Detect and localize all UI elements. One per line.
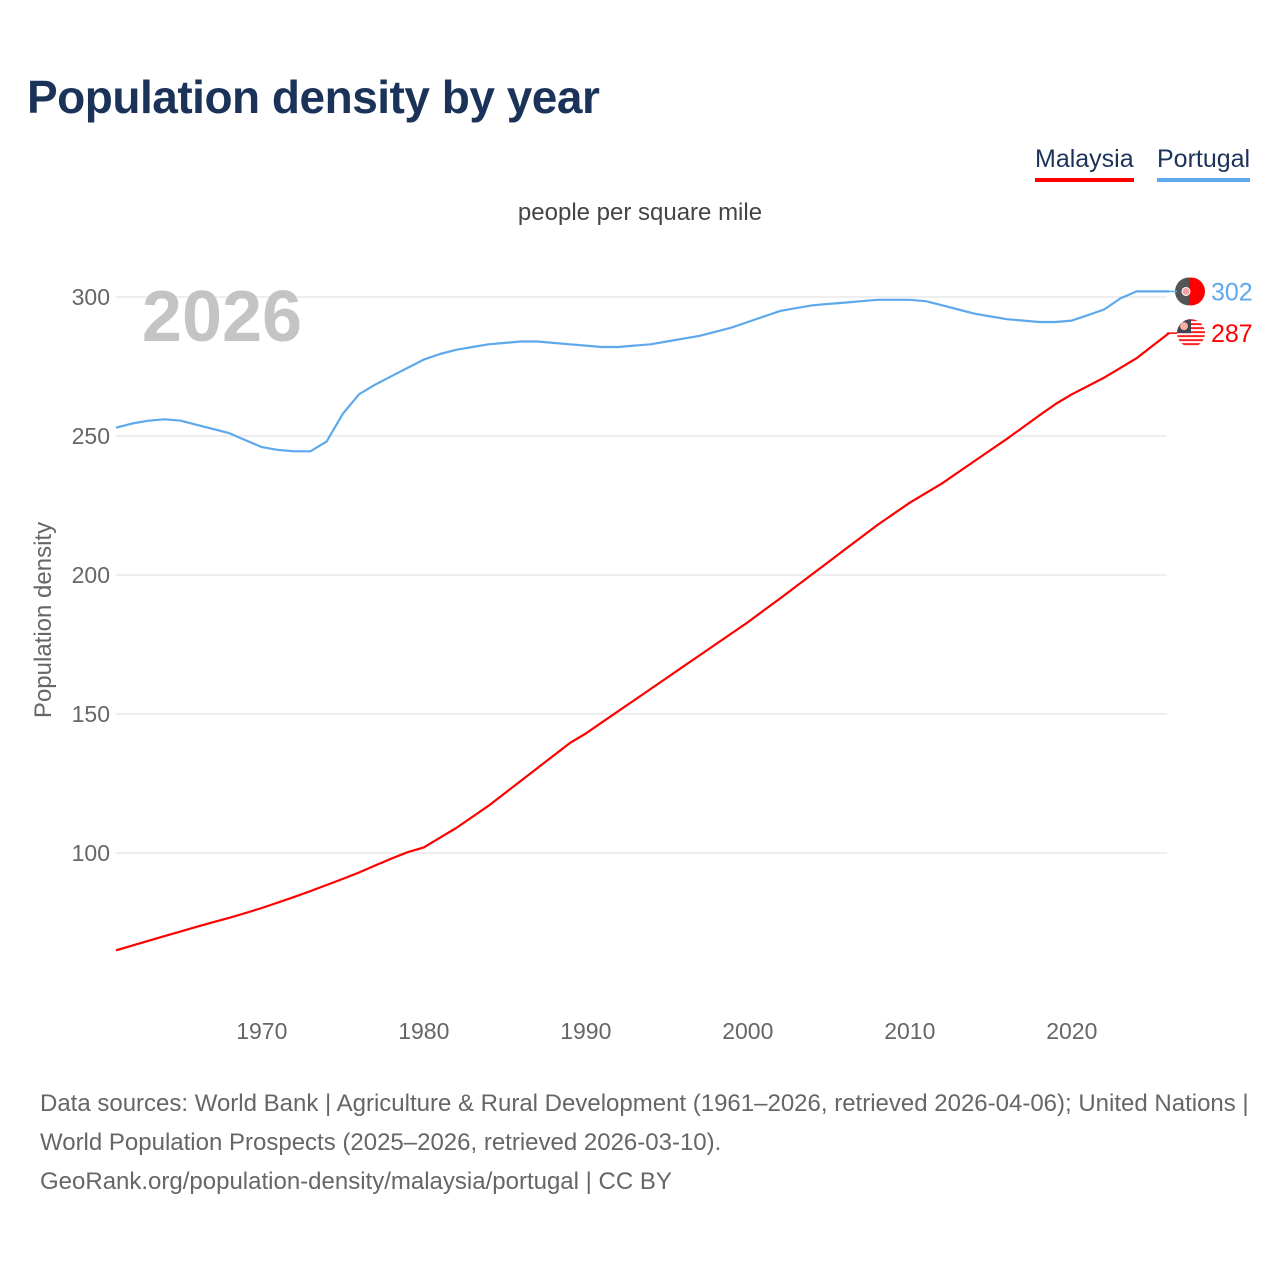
x-tick-label: 1970 [236,1018,287,1044]
portugal-flag-icon [1175,277,1205,306]
chart-subtitle: people per square mile [517,199,763,226]
y-axis-label: Population density [30,522,57,718]
x-tick-label: 2010 [884,1018,935,1044]
x-tick-label: 1980 [398,1018,449,1044]
y-tick-label: 100 [72,840,110,866]
year-watermark: 2026 [142,277,302,357]
x-tick-label: 1990 [560,1018,611,1044]
y-tick-label: 150 [72,701,110,727]
chart-title: Population density by year [27,71,600,123]
end-label-malaysia: 287 [1211,320,1253,348]
footer: Data sources: World Bank | Agriculture &… [40,1084,1250,1201]
x-tick-label: 2000 [722,1018,773,1044]
y-tick-label: 200 [72,562,110,588]
series-line-malaysia [115,332,1170,952]
series-line-portugal [115,290,1169,453]
source-link[interactable]: GeoRank.org/population-density/malaysia/… [40,1168,672,1195]
y-tick-label: 250 [72,423,110,449]
legend-portugal[interactable]: Portugal [1157,145,1251,182]
x-tick-label: 2020 [1046,1018,1097,1044]
malaysia-flag-icon [1177,319,1205,348]
legend-malaysia[interactable]: Malaysia [1035,145,1134,182]
end-label-portugal: 302 [1211,278,1253,306]
y-tick-label: 300 [72,284,110,310]
data-sources: Data sources: World Bank | Agriculture &… [40,1090,1249,1156]
